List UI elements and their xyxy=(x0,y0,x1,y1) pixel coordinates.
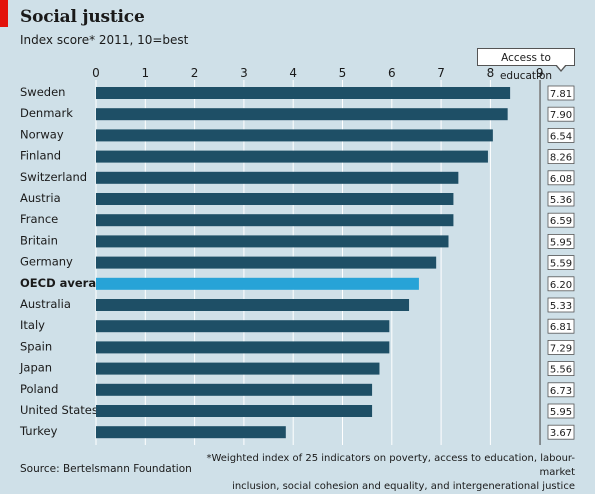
bar xyxy=(96,277,419,290)
bar xyxy=(96,405,373,417)
category-label: Spain xyxy=(20,339,52,353)
education-value: 6.73 xyxy=(550,386,572,397)
education-value-box xyxy=(547,297,575,313)
education-value-box xyxy=(547,276,575,292)
education-value: 5.59 xyxy=(550,259,572,270)
education-value-box xyxy=(547,170,575,186)
brand-accent-tab xyxy=(0,0,8,27)
bar xyxy=(96,171,459,184)
bar xyxy=(96,256,437,269)
x-tick-label: 0 xyxy=(92,66,100,80)
education-value: 5.33 xyxy=(550,301,572,312)
education-value-box xyxy=(547,106,575,122)
education-value-box xyxy=(547,382,575,398)
education-value-box xyxy=(547,85,575,101)
category-label: Poland xyxy=(20,382,58,396)
education-value: 5.95 xyxy=(550,407,572,418)
bar xyxy=(96,341,390,354)
category-label: France xyxy=(20,212,58,226)
education-value-box xyxy=(547,424,575,440)
category-label: United States xyxy=(20,403,98,417)
x-tick-label: 3 xyxy=(240,66,248,80)
bar xyxy=(96,150,488,163)
bar xyxy=(96,87,511,99)
education-value: 3.67 xyxy=(550,428,572,439)
category-label: Germany xyxy=(20,255,73,269)
x-tick-label: 9 xyxy=(536,66,544,80)
access-to-education-label: Access to education xyxy=(477,48,575,82)
category-label: Denmark xyxy=(20,106,73,120)
bar xyxy=(96,362,380,375)
education-value: 6.08 xyxy=(550,174,572,185)
education-value-box xyxy=(547,255,575,271)
category-label: Britain xyxy=(20,233,58,247)
bar xyxy=(96,320,390,333)
education-value: 7.81 xyxy=(550,89,572,100)
bar xyxy=(96,108,508,121)
bar xyxy=(96,426,286,439)
category-label: Switzerland xyxy=(20,170,87,184)
x-tick-label: 8 xyxy=(487,66,495,80)
education-value: 6.20 xyxy=(550,280,572,291)
category-label: Finland xyxy=(20,149,61,163)
education-value: 7.29 xyxy=(550,343,572,354)
footnote-line-2: inclusion, social cohesion and equality,… xyxy=(232,481,575,492)
category-label: Austria xyxy=(20,191,61,205)
category-label: Italy xyxy=(20,318,45,332)
x-tick-label: 2 xyxy=(191,66,199,80)
bar xyxy=(96,383,373,396)
category-label: Turkey xyxy=(19,424,58,438)
education-value: 7.90 xyxy=(550,110,572,121)
education-value: 5.56 xyxy=(550,365,572,376)
x-tick-label: 4 xyxy=(289,66,297,80)
x-tick-label: 1 xyxy=(141,66,149,80)
bar xyxy=(96,299,410,311)
category-label: Sweden xyxy=(20,85,65,99)
category-label: Japan xyxy=(19,361,52,375)
source-note: Source: Bertelsmann Foundation xyxy=(20,463,192,475)
education-value-box xyxy=(547,212,575,228)
education-value-box xyxy=(547,403,575,419)
bar xyxy=(96,214,454,227)
education-value-box xyxy=(547,233,575,249)
education-value: 5.36 xyxy=(550,195,572,206)
education-value: 5.95 xyxy=(550,237,572,248)
footnote: *Weighted index of 25 indicators on pove… xyxy=(195,452,575,494)
education-value-box xyxy=(547,361,575,377)
education-value-box xyxy=(547,149,575,165)
bar xyxy=(96,129,493,142)
education-value-box xyxy=(547,339,575,355)
bar xyxy=(96,235,449,248)
bar-chart: 0 1 2 3 4 5 6 7 8 9 Sweden 7.81 Denmark 7.90 Norway 6.5… xyxy=(19,66,575,445)
education-value-box xyxy=(547,191,575,207)
education-value: 6.54 xyxy=(550,131,572,142)
access-to-education-pointer xyxy=(555,64,567,72)
x-tick-label: 6 xyxy=(388,66,396,80)
chart-title: Social justice xyxy=(20,7,145,27)
chart-subtitle: Index score* 2011, 10=best xyxy=(20,33,189,47)
education-value: 6.81 xyxy=(550,322,572,333)
education-value: 8.26 xyxy=(550,153,572,164)
footnote-line-1: *Weighted index of 25 indicators on pove… xyxy=(206,453,575,478)
x-tick-label: 5 xyxy=(339,66,347,80)
category-label: Norway xyxy=(20,127,64,141)
bar xyxy=(96,193,454,205)
x-tick-label: 7 xyxy=(437,66,445,80)
category-label: Australia xyxy=(20,297,71,311)
education-value-box xyxy=(547,318,575,334)
education-value-box xyxy=(547,127,575,143)
category-label: OECD average xyxy=(20,276,112,290)
education-value: 6.59 xyxy=(550,216,572,227)
